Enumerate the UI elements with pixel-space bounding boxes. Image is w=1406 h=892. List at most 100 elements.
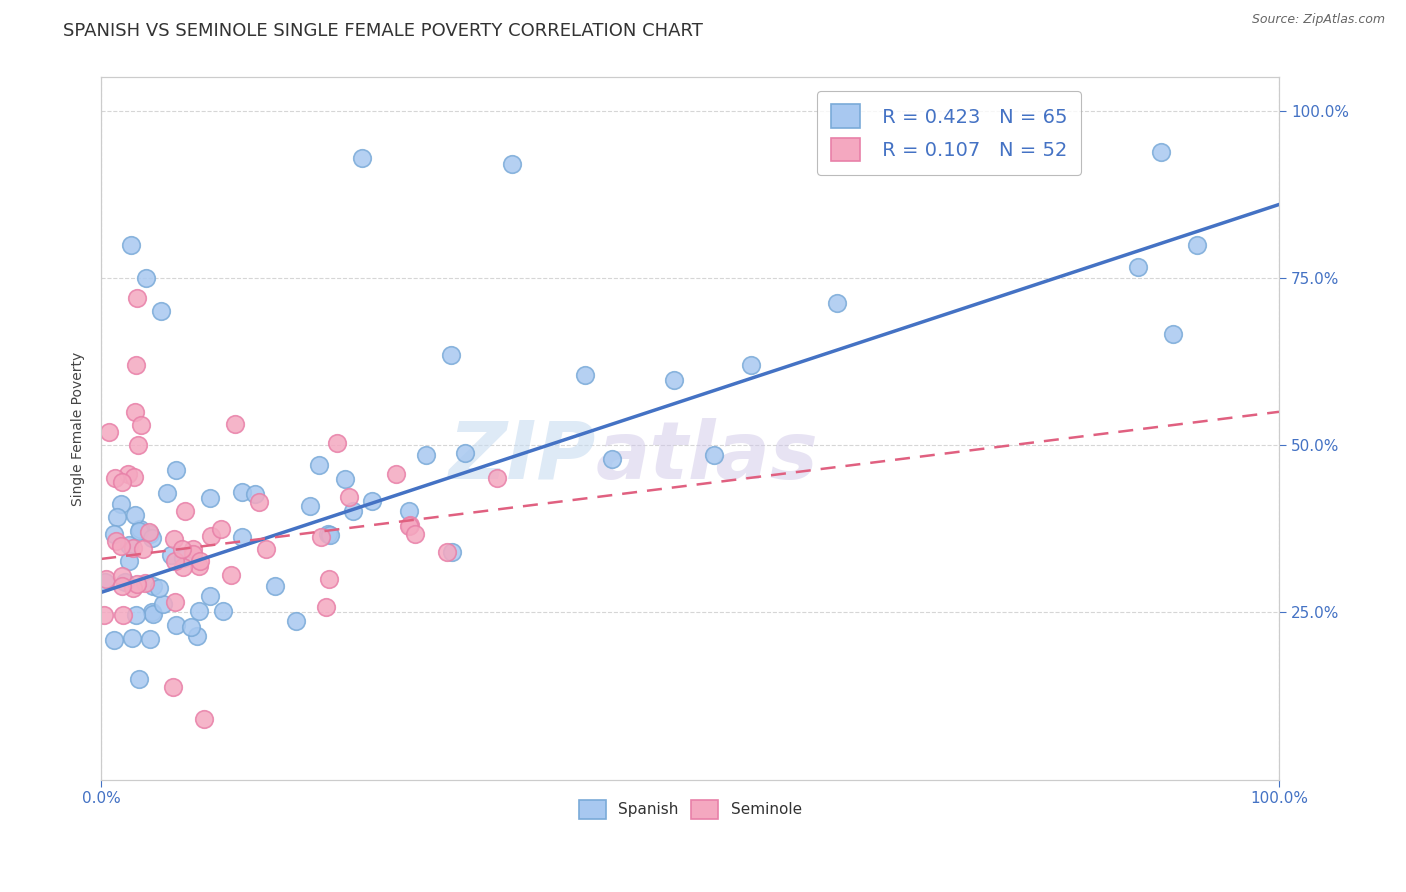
- Point: [125, 291, 148, 305]
- Point: [198, 491, 221, 505]
- Point: [243, 486, 266, 500]
- Text: ZIP: ZIP: [449, 417, 596, 496]
- Point: [96, 572, 118, 586]
- Point: [188, 604, 211, 618]
- Point: [1126, 260, 1149, 274]
- Point: [111, 475, 134, 489]
- Point: [193, 712, 215, 726]
- Point: [703, 448, 725, 462]
- Point: [104, 471, 127, 485]
- Point: [326, 436, 349, 450]
- Point: [94, 574, 117, 589]
- Point: [129, 523, 152, 537]
- Point: [173, 504, 195, 518]
- Point: [129, 418, 152, 433]
- Point: [188, 558, 211, 573]
- Point: [121, 541, 143, 555]
- Point: [384, 467, 406, 482]
- Point: [148, 581, 170, 595]
- Point: [172, 550, 194, 565]
- Point: [111, 568, 134, 582]
- Point: [574, 368, 596, 382]
- Point: [125, 358, 148, 372]
- Point: [254, 542, 277, 557]
- Point: [212, 604, 235, 618]
- Point: [118, 554, 141, 568]
- Point: [124, 508, 146, 522]
- Point: [105, 510, 128, 524]
- Legend: Spanish, Seminole: Spanish, Seminole: [572, 794, 808, 824]
- Point: [138, 632, 160, 646]
- Text: atlas: atlas: [596, 417, 818, 496]
- Point: [486, 471, 509, 485]
- Y-axis label: Single Female Poverty: Single Female Poverty: [72, 351, 86, 506]
- Point: [263, 579, 285, 593]
- Point: [298, 499, 321, 513]
- Point: [441, 545, 464, 559]
- Point: [110, 539, 132, 553]
- Point: [249, 495, 271, 509]
- Text: Source: ZipAtlas.com: Source: ZipAtlas.com: [1251, 13, 1385, 27]
- Point: [1150, 145, 1173, 159]
- Point: [111, 607, 134, 622]
- Text: SPANISH VS SEMINOLE SINGLE FEMALE POVERTY CORRELATION CHART: SPANISH VS SEMINOLE SINGLE FEMALE POVERT…: [63, 22, 703, 40]
- Point: [156, 485, 179, 500]
- Point: [1161, 327, 1184, 342]
- Point: [152, 597, 174, 611]
- Point: [198, 589, 221, 603]
- Point: [121, 632, 143, 646]
- Point: [134, 576, 156, 591]
- Point: [162, 680, 184, 694]
- Point: [284, 614, 307, 628]
- Point: [118, 538, 141, 552]
- Point: [122, 469, 145, 483]
- Point: [740, 358, 762, 372]
- Point: [308, 458, 330, 473]
- Point: [398, 518, 420, 533]
- Point: [501, 157, 523, 171]
- Point: [415, 448, 437, 462]
- Point: [163, 554, 186, 568]
- Point: [139, 527, 162, 541]
- Point: [209, 522, 232, 536]
- Point: [180, 620, 202, 634]
- Point: [181, 542, 204, 557]
- Point: [132, 541, 155, 556]
- Point: [104, 533, 127, 548]
- Point: [342, 504, 364, 518]
- Point: [170, 542, 193, 557]
- Point: [352, 151, 374, 165]
- Point: [361, 494, 384, 508]
- Point: [436, 544, 458, 558]
- Point: [333, 472, 356, 486]
- Point: [188, 554, 211, 568]
- Point: [165, 617, 187, 632]
- Point: [117, 467, 139, 481]
- Point: [150, 304, 173, 318]
- Point: [316, 526, 339, 541]
- Point: [200, 529, 222, 543]
- Point: [128, 673, 150, 687]
- Point: [111, 579, 134, 593]
- Point: [93, 607, 115, 622]
- Point: [103, 526, 125, 541]
- Point: [399, 518, 422, 533]
- Point: [127, 438, 149, 452]
- Point: [404, 527, 426, 541]
- Point: [127, 576, 149, 591]
- Point: [186, 629, 208, 643]
- Point: [142, 579, 165, 593]
- Point: [98, 425, 121, 439]
- Point: [141, 531, 163, 545]
- Point: [600, 451, 623, 466]
- Point: [337, 490, 360, 504]
- Point: [398, 504, 420, 518]
- Point: [440, 348, 463, 362]
- Point: [319, 527, 342, 541]
- Point: [163, 595, 186, 609]
- Point: [138, 524, 160, 539]
- Point: [128, 524, 150, 539]
- Point: [135, 271, 157, 285]
- Point: [110, 497, 132, 511]
- Point: [181, 547, 204, 561]
